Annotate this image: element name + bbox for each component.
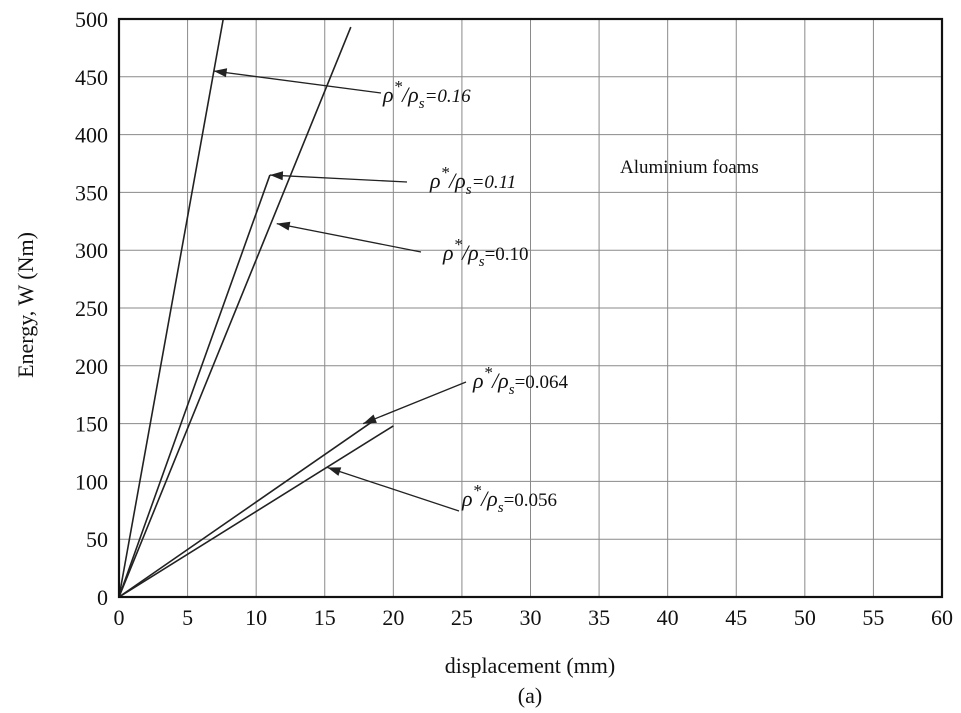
- y-tick-label: 100: [75, 469, 108, 494]
- series-line: [118, 174, 271, 598]
- series-line: [118, 18, 225, 598]
- annotation-arrows: [213, 68, 467, 512]
- x-tick-label: 25: [451, 605, 473, 630]
- series-line: [118, 26, 352, 598]
- annotation-arrow: [276, 222, 422, 253]
- y-tick-label: 0: [97, 585, 108, 610]
- x-tick-label: 30: [520, 605, 542, 630]
- x-tick-label: 45: [725, 605, 747, 630]
- x-tick-label: 60: [931, 605, 953, 630]
- series-line: [118, 420, 374, 598]
- series-annotation-label: ρ*/ρs=0.11: [429, 163, 516, 198]
- x-tick-label: 35: [588, 605, 610, 630]
- y-axis-title: Energy, W (Nm): [13, 232, 38, 378]
- y-tick-label: 150: [75, 412, 108, 437]
- series-annotation-label: ρ*/ρs=0.16: [382, 77, 471, 112]
- y-tick-label: 300: [75, 238, 108, 263]
- y-tick-label: 350: [75, 180, 108, 205]
- annotation-arrow: [327, 466, 460, 512]
- annotation-arrowhead: [327, 467, 342, 476]
- x-tick-label: 15: [314, 605, 336, 630]
- y-tick-label: 400: [75, 123, 108, 148]
- annotation-arrowhead: [363, 414, 377, 424]
- annotation-arrowhead: [269, 171, 284, 181]
- y-tick-labels: 0 50 100 150 200 250 300 350 400 450 500: [75, 7, 108, 610]
- x-tick-label: 5: [182, 605, 193, 630]
- series-lines: [118, 18, 394, 598]
- x-tick-label: 20: [382, 605, 404, 630]
- series-line: [118, 425, 394, 598]
- y-tick-label: 250: [75, 296, 108, 321]
- y-tick-label: 500: [75, 7, 108, 32]
- annotation-aluminium-foams: Aluminium foams: [620, 157, 759, 178]
- y-tick-label: 450: [75, 65, 108, 90]
- series-annotation-label: ρ*/ρs=0.064: [472, 363, 569, 398]
- x-tick-label: 0: [114, 605, 125, 630]
- x-tick-label: 40: [657, 605, 679, 630]
- series-annotation-label: ρ*/ρs=0.10: [442, 235, 529, 270]
- y-tick-label: 200: [75, 354, 108, 379]
- figure-caption: (a): [518, 683, 542, 708]
- annotation-arrow: [269, 174, 408, 183]
- annotation-arrow: [362, 381, 467, 425]
- annotation-arrowhead: [213, 68, 228, 78]
- x-axis-title: displacement (mm): [445, 653, 615, 678]
- x-tick-label: 10: [245, 605, 267, 630]
- annotation-arrow: [213, 70, 382, 94]
- series-annotation-label: ρ*/ρs=0.056: [461, 481, 557, 516]
- y-tick-label: 50: [86, 527, 108, 552]
- x-tick-labels: 0 5 10 15 20 25 30 35 40 45 50 55 60: [114, 605, 954, 630]
- series-annotations: ρ*/ρs=0.16 ρ*/ρs=0.11 ρ*/ρs=0.10 ρ*/ρs=0.06…: [382, 77, 569, 516]
- x-tick-label: 50: [794, 605, 816, 630]
- x-tick-label: 55: [862, 605, 884, 630]
- annotation-arrowhead: [276, 221, 291, 231]
- plot-frame: [117, 17, 944, 599]
